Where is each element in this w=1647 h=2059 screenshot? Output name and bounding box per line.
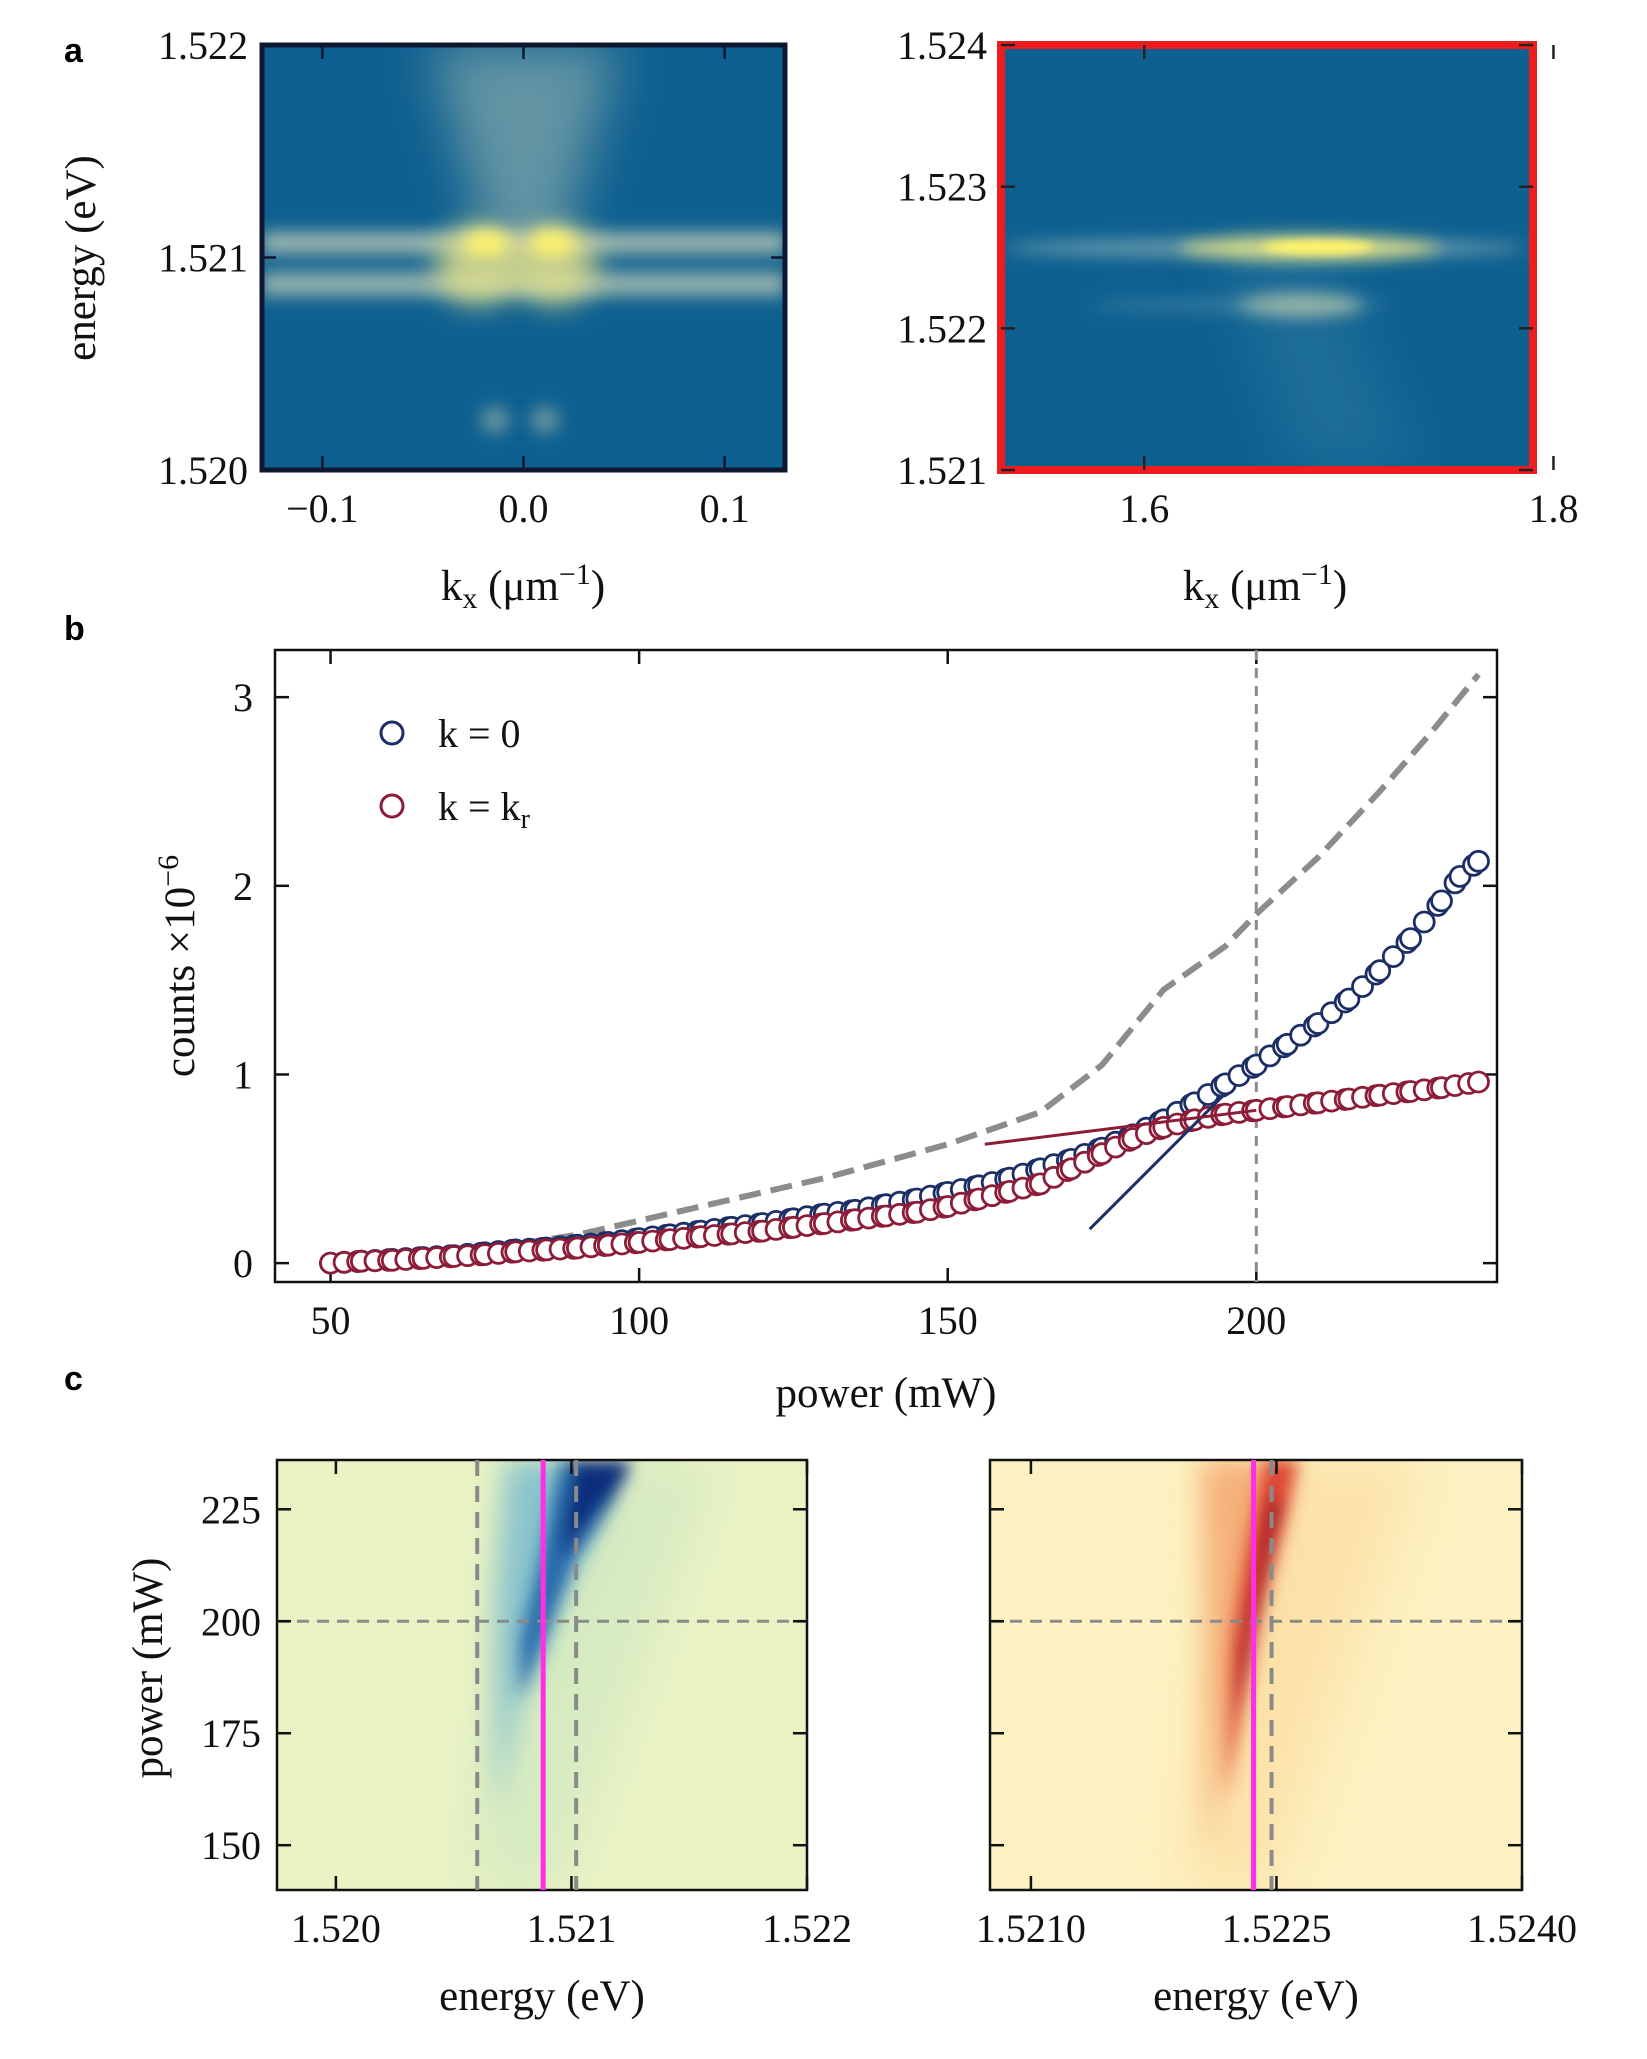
x-tick-label: 1.5210	[976, 1906, 1086, 1951]
x-tick-label: 1.522	[762, 1906, 852, 1951]
data-point	[1368, 959, 1392, 983]
b-fit-lines	[984, 1092, 1257, 1231]
y-tick-label: 1.520	[158, 448, 248, 493]
y-tick-label: 1.521	[158, 236, 248, 281]
panel-label-b: b	[64, 610, 85, 648]
fit-line	[984, 1108, 1257, 1146]
y-tick-label: 1.522	[897, 306, 987, 351]
y-tick-label: 225	[201, 1487, 261, 1532]
c-right-guide-lines	[990, 1460, 1522, 1890]
x-tick-label: 1.6	[1119, 486, 1169, 531]
b-ticks: 50 100 150 200 0 1 2 3	[233, 650, 1497, 1343]
y-tick-label: 150	[201, 1823, 261, 1868]
b-ylabel: counts ×10−6	[152, 855, 204, 1077]
data-point	[1381, 945, 1405, 968]
chart-a-left: −0.1 0.0 0.1 1.520 1.521 1.522 energy (eV) kx…	[58, 23, 788, 615]
b-frame	[273, 648, 1499, 1284]
a-left-ylabel: energy (eV)	[58, 155, 105, 361]
a-right-frame	[997, 41, 1537, 474]
chart-c-left: 1.520 1.521 1.522 150 175 200 225 power (mW) e…	[125, 1458, 852, 2020]
y-tick-label: 175	[201, 1711, 261, 1756]
a-right-ticks: 1.6 1.8 1.521 1.522 1.523 1.524	[897, 23, 1578, 531]
y-tick-label: 3	[233, 675, 253, 720]
a-left-xlabel: kx (μm−1)	[441, 558, 605, 615]
x-tick-label: 1.8	[1528, 486, 1578, 531]
y-tick-label: 1	[233, 1052, 253, 1097]
legend-label-k0: k = 0	[438, 711, 521, 756]
legend-label-kr: k = kr	[438, 784, 531, 835]
x-tick-label: −0.1	[286, 486, 359, 531]
y-tick-label: 200	[201, 1599, 261, 1644]
b-xlabel: power (mW)	[776, 1370, 997, 1417]
chart-c-right: 1.5210 1.5225 1.5240 energy (eV)	[976, 1458, 1577, 2020]
panel-label-a: a	[64, 32, 84, 70]
y-tick-label: 1.522	[158, 23, 248, 68]
x-tick-label: 200	[1226, 1298, 1286, 1343]
legend-marker-k0	[379, 720, 405, 746]
x-tick-label: 150	[918, 1298, 978, 1343]
legend-marker-kr	[379, 793, 405, 819]
a-right-xlabel: kx (μm−1)	[1183, 558, 1347, 615]
panel-label-c: c	[64, 1360, 83, 1398]
x-tick-label: 0.1	[700, 486, 750, 531]
data-point	[1467, 1070, 1490, 1094]
y-tick-label: 2	[233, 864, 253, 909]
a-right-heatmap	[1001, 45, 1533, 470]
y-tick-label: 1.521	[897, 448, 987, 493]
data-point	[1399, 927, 1422, 950]
series-kr	[319, 1070, 1490, 1275]
c-right-xlabel: energy (eV)	[1153, 1973, 1359, 2020]
x-tick-label: 1.5240	[1467, 1906, 1577, 1951]
chart-a-right: 1.6 1.8 1.521 1.522 1.523 1.524 kx (μm−1)	[897, 23, 1578, 615]
x-tick-label: 1.520	[291, 1906, 381, 1951]
x-tick-label: 0.0	[499, 486, 549, 531]
c-left-ylabel: power (mW)	[125, 1558, 172, 1779]
a-left-heatmap	[262, 45, 785, 470]
x-tick-label: 1.5225	[1221, 1906, 1331, 1951]
y-tick-label: 0	[233, 1241, 253, 1286]
c-left-ticks: 1.520 1.521 1.522 150 175 200 225	[201, 1460, 852, 1951]
b-dashed-series	[361, 672, 1481, 1267]
chart-b: 50 100 150 200 0 1 2 3 k = 0 k = kr counts ×10−…	[152, 648, 1499, 1417]
data-point	[1467, 849, 1490, 873]
x-tick-label: 1.521	[526, 1906, 616, 1951]
x-tick-label: 50	[311, 1298, 351, 1343]
y-tick-label: 1.524	[897, 23, 987, 68]
c-right-ticks: 1.5210 1.5225 1.5240	[976, 1460, 1577, 1951]
c-left-xlabel: energy (eV)	[439, 1973, 645, 2020]
c-left-guide-lines	[277, 1460, 807, 1890]
a-left-ticks: −0.1 0.0 0.1 1.520 1.521 1.522	[158, 23, 785, 531]
y-tick-label: 1.523	[897, 165, 987, 210]
data-point	[1430, 889, 1453, 913]
x-tick-label: 100	[609, 1298, 669, 1343]
b-legend: k = 0 k = kr	[379, 711, 531, 835]
data-point	[1412, 910, 1436, 934]
